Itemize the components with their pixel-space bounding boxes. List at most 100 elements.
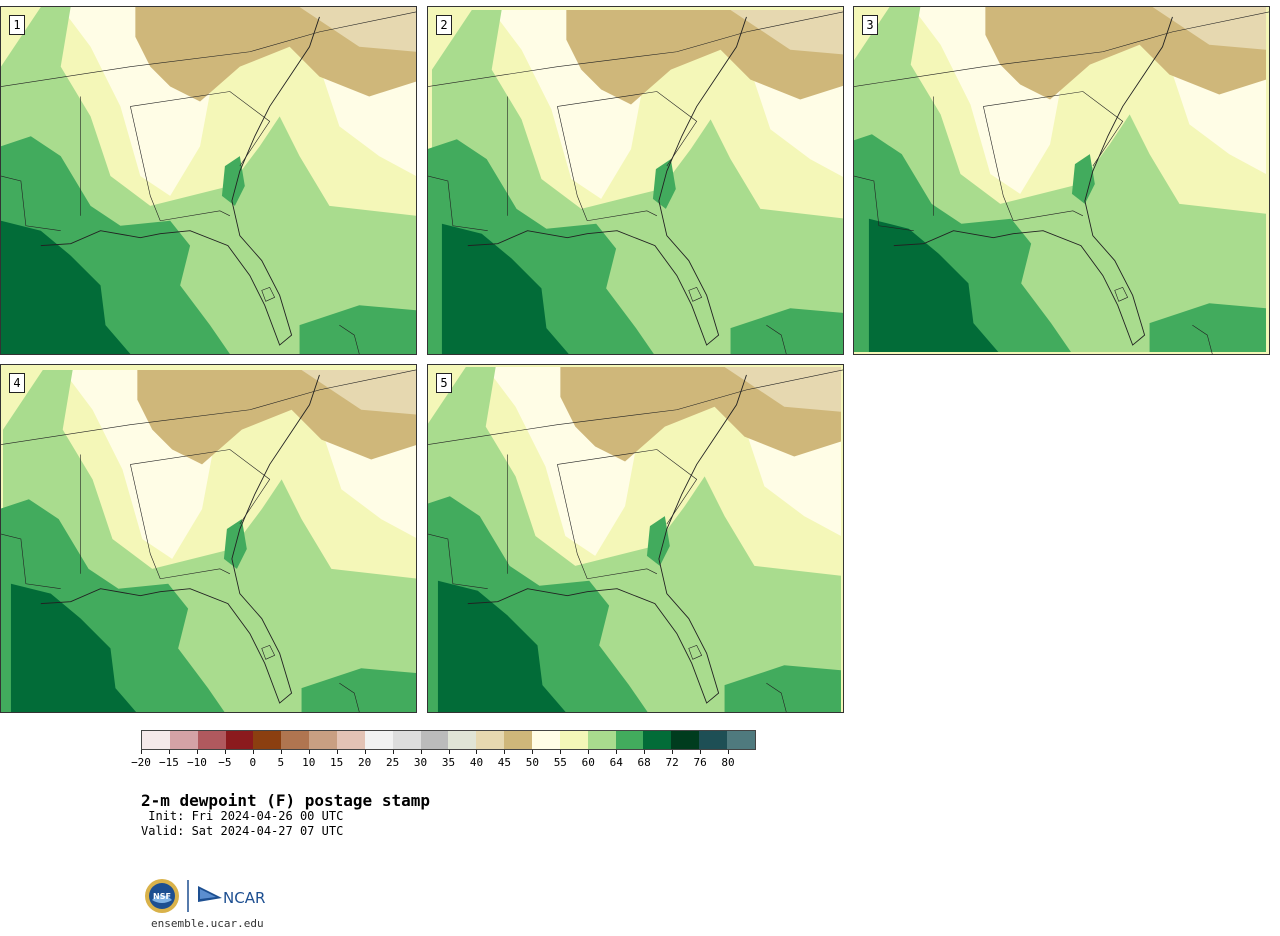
colorbar-tick (644, 750, 646, 754)
dewpoint-field (724, 665, 842, 712)
dewpoint-field (652, 159, 676, 209)
colorbar-tick (560, 750, 562, 754)
colorbar-segment (532, 731, 560, 749)
colorbar-segment (476, 731, 505, 749)
boundary-line (766, 324, 787, 354)
dewpoint-field (646, 516, 670, 566)
colorbar-tick-label: 35 (441, 756, 456, 769)
boundary-line (557, 106, 588, 221)
boundary-line (557, 464, 588, 579)
colorbar-tick (448, 750, 450, 754)
colorbar-tick (168, 750, 170, 754)
boundary-line (1, 533, 61, 590)
boundary-line (1, 175, 61, 232)
colorbar-tick-label: 40 (469, 756, 484, 769)
boundary-line (1, 369, 416, 445)
colorbar-ticks: −20 −15 −10 −5 0 5 10 15 20 25 30 35 40 45 50 55 60 64 68 7… (131, 750, 756, 770)
colorbar-tick-label: 0 (249, 756, 257, 769)
panel-number-label: 3 (862, 15, 878, 35)
dewpoint-field (301, 668, 416, 712)
boundary-line (261, 645, 276, 660)
panel-number-label: 5 (436, 373, 452, 393)
boundary-line (130, 464, 161, 579)
boundary-line (40, 16, 320, 346)
colorbar-tick-label: 72 (665, 756, 679, 769)
dewpoint-field (1152, 7, 1267, 50)
colorbar-tick-label: 10 (302, 756, 316, 769)
colorbar-tick (252, 750, 254, 754)
colorbar-tick (728, 750, 730, 754)
boundary-line (428, 11, 843, 87)
colorbar-segment (587, 731, 616, 749)
colorbar-segment (699, 731, 728, 749)
colorbar-segment (169, 731, 198, 749)
boundary-line (428, 369, 843, 445)
boundary-line (428, 533, 488, 590)
ncar-logo-icon (198, 886, 222, 902)
dewpoint-field (437, 580, 566, 712)
boundary-line (893, 16, 1173, 346)
colorbar-tick-label: 45 (497, 756, 512, 769)
boundary-line (339, 324, 360, 354)
colorbar-tick (672, 750, 674, 754)
colorbar-tick (504, 750, 506, 754)
valid-time: Valid: Sat 2024-04-27 07 UTC (141, 824, 344, 838)
colorbar-tick-label: 15 (330, 756, 344, 769)
colorbar-tick-label: 50 (525, 756, 539, 769)
colorbar-tick (336, 750, 338, 754)
colorbar-segment (142, 731, 170, 749)
colorbar-tick-label: 64 (609, 756, 623, 769)
dewpoint-field (301, 369, 416, 415)
boundary-line (261, 287, 276, 302)
boundary-line (428, 175, 488, 232)
colorbar-tick-label: −5 (218, 756, 232, 769)
panel-number-label: 4 (9, 373, 25, 393)
colorbar-tick (224, 750, 226, 754)
boundary-line (587, 210, 658, 222)
colorbar-segment (420, 731, 449, 749)
colorbar-tick-label: 76 (693, 756, 707, 769)
boundary-line (130, 449, 271, 525)
dewpoint-field (868, 218, 999, 353)
colorbar-tick-label: −20 (131, 756, 151, 769)
dewpoint-field (730, 308, 843, 354)
colorbar-tick (392, 750, 394, 754)
dewpoint-colorbar (141, 730, 756, 750)
map-panel-5: 5 (427, 364, 844, 713)
boundary-line (766, 682, 787, 712)
colorbar-tick (420, 750, 422, 754)
boundary-line (467, 374, 747, 704)
map-panel-1: 1 (0, 6, 417, 355)
colorbar-segment (281, 731, 310, 749)
colorbar-segment (643, 731, 672, 749)
colorbar-tick-label: 80 (721, 756, 735, 769)
colorbar-segment (392, 731, 421, 749)
dewpoint-field (221, 156, 245, 206)
boundary-line (854, 175, 914, 232)
site-url[interactable]: ensemble.ucar.edu (151, 917, 264, 930)
dewpoint-field (299, 305, 416, 354)
colorbar-tick (616, 750, 618, 754)
boundary-line (688, 645, 703, 660)
panel-number-label: 2 (436, 15, 452, 35)
boundary-line (688, 287, 703, 302)
boundary-line (339, 682, 360, 712)
boundary-line (467, 16, 747, 346)
colorbar-tick-label: 55 (553, 756, 567, 769)
colorbar-tick (196, 750, 198, 754)
boundary-line (1114, 287, 1129, 302)
dewpoint-field (441, 223, 569, 354)
colorbar-tick-label: −15 (159, 756, 179, 769)
colorbar-tick-label: 20 (358, 756, 372, 769)
boundary-line (557, 449, 698, 525)
colorbar-segment (559, 731, 588, 749)
colorbar-tick (308, 750, 310, 754)
dewpoint-field (10, 583, 137, 712)
boundary-line (1013, 210, 1084, 222)
colorbar-tick (141, 750, 142, 754)
plot-title: 2-m dewpoint (F) postage stamp (141, 791, 430, 810)
boundary-line (983, 106, 1014, 221)
colorbar-tick-label: 60 (581, 756, 595, 769)
init-time: Init: Fri 2024-04-26 00 UTC (141, 809, 344, 823)
boundary-line (1192, 324, 1213, 354)
